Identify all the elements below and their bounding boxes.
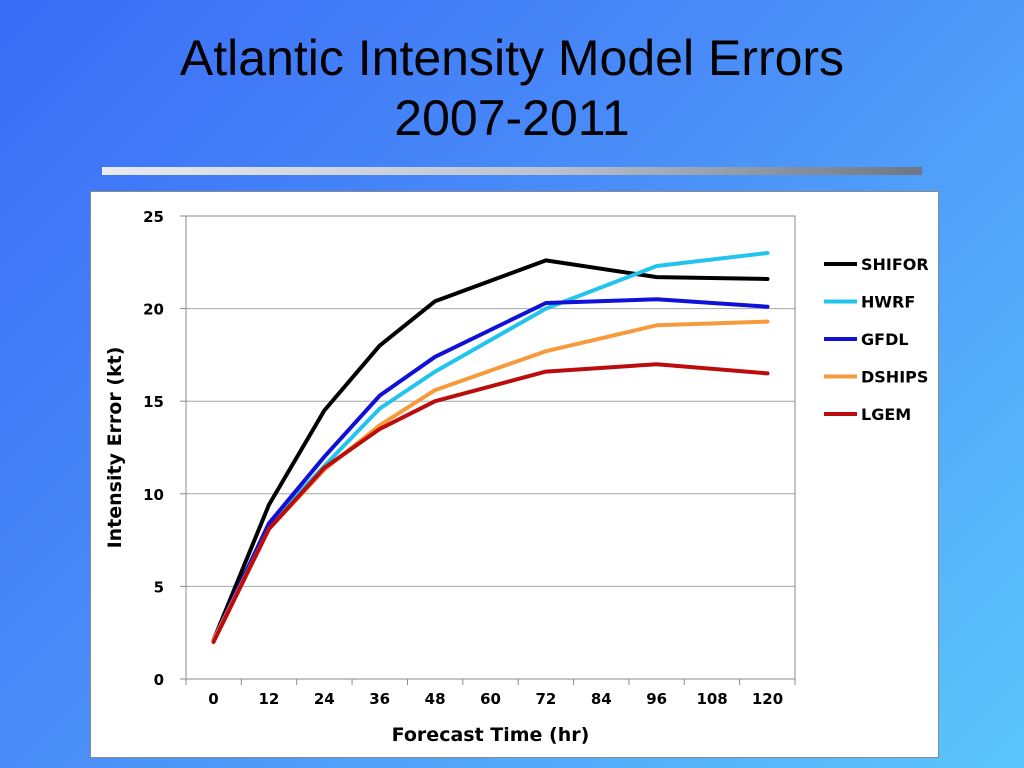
series-lines — [211, 251, 770, 644]
line-chart: 0 5 10 15 20 25 0 12 24 36 48 60 72 84 96 108 120 Intens… — [104, 208, 929, 746]
title-divider — [102, 167, 922, 175]
plot-area-border — [185, 215, 796, 680]
y-tick-label: 0 — [154, 671, 164, 689]
legend: SHIFOR HWRF GFDL DSHIPS LGEM — [824, 255, 929, 424]
series-line-gfdl — [211, 297, 770, 643]
x-tick-label: 24 — [314, 690, 335, 708]
legend-label-lgem: LGEM — [861, 405, 911, 424]
legend-label-gfdl: GFDL — [861, 330, 909, 349]
slide-title-line-1: Atlantic Intensity Model Errors — [179, 30, 845, 86]
x-tick-label: 120 — [752, 690, 783, 708]
y-axis-title: Intensity Error (kt) — [104, 347, 126, 549]
y-tick-label: 25 — [143, 208, 164, 226]
x-tick-label: 108 — [696, 690, 727, 708]
legend-label-dships: DSHIPS — [861, 368, 928, 387]
x-tick-label: 96 — [646, 690, 667, 708]
series-line-lgem — [211, 362, 770, 644]
slide-title-line-2: 2007-2011 — [394, 90, 630, 146]
x-tick-label: 0 — [208, 690, 218, 708]
x-tick-label: 84 — [591, 690, 612, 708]
x-tick-label: 12 — [258, 690, 279, 708]
y-tick-label: 15 — [143, 393, 164, 411]
y-tick-label: 20 — [143, 301, 164, 319]
x-tick-label: 36 — [369, 690, 390, 708]
series-line-dships — [211, 319, 770, 643]
x-tick-label: 60 — [480, 690, 501, 708]
axes: 0 5 10 15 20 25 0 12 24 36 48 60 72 84 96 108 120 — [143, 208, 796, 708]
x-axis-title: Forecast Time (hr) — [392, 724, 590, 746]
legend-label-shifor: SHIFOR — [861, 255, 929, 274]
y-tick-label: 5 — [154, 578, 164, 596]
x-tick-label: 72 — [535, 690, 556, 708]
chart-panel: 0 5 10 15 20 25 0 12 24 36 48 60 72 84 96 108 120 Intens… — [90, 191, 939, 758]
legend-label-hwrf: HWRF — [861, 293, 915, 312]
series-line-shifor — [211, 258, 770, 643]
series-line-hwrf — [211, 251, 770, 643]
x-tick-label: 48 — [425, 690, 446, 708]
grid-lines — [186, 308, 795, 587]
slide-title: Atlantic Intensity Model Errors 2007-201… — [0, 28, 1024, 148]
y-tick-label: 10 — [143, 486, 164, 504]
